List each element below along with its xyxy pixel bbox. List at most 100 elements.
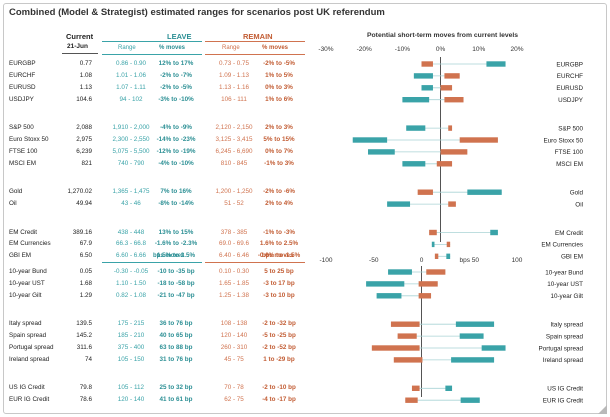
current-value: 1.29 [79, 291, 92, 299]
current-value: 1.13 [79, 83, 92, 91]
remain-bar [390, 321, 420, 327]
current-value: 49.94 [76, 200, 92, 208]
leave-moves: 12% to 17% [158, 60, 194, 67]
row-label: Euro Stoxx 50 [9, 136, 49, 143]
current-value: 145.2 [76, 332, 92, 340]
leave-range: 120 - 140 [117, 396, 145, 404]
remain-range: 1,200 - 1,250 [215, 188, 253, 196]
remain-range: 260 - 310 [220, 344, 248, 351]
remain-bar [397, 333, 417, 339]
current-value: 79.8 [79, 384, 92, 392]
chart-row-label: Gold [570, 190, 584, 197]
leave-bar [352, 137, 388, 143]
remain-range: 108 - 138 [220, 320, 248, 328]
leave-moves: -4% to -9% [160, 124, 192, 132]
axis-tick-label: 0 [420, 257, 424, 264]
current-value: 6.50 [79, 252, 92, 260]
remain-bar [444, 73, 460, 79]
chart-title: Potential short-term moves from current … [367, 32, 519, 39]
current-value: 821 [81, 159, 92, 167]
chart-row-label: 10-year Bund [545, 269, 583, 276]
leave-range: 1.07 - 1.11 [116, 83, 146, 91]
row-label: Portugal spread [9, 344, 54, 351]
current-header: Current [66, 32, 94, 41]
row-label: 10-year Bund [9, 268, 47, 275]
row-label: FTSE 100 [9, 147, 38, 155]
remain-bps-header: bps moves [262, 253, 294, 259]
row-label: Spain spread [9, 332, 47, 340]
leave-moves: 13% to 15% [158, 228, 194, 236]
remain-range: 2,120 - 2,150 [215, 124, 253, 132]
axis-tick-label: -100 [319, 257, 332, 264]
current-value: 2,975 [76, 136, 92, 143]
current-value: 1,270.02 [67, 188, 92, 196]
leave-range: 66.3 - 66.8 [115, 240, 147, 248]
chart-row-label: US IG Credit [547, 386, 583, 393]
remain-bar [448, 201, 456, 207]
chart-row-label: 10-year Gilt [550, 293, 583, 300]
leave-range: 1.01 - 1.06 [115, 71, 147, 79]
leave-moves: 7% to 16% [160, 188, 192, 196]
leave-moves: -14% to -23% [156, 136, 196, 143]
chart-row-label: EURCHF [557, 73, 583, 80]
remain-bar [417, 189, 433, 195]
leave-range: -0.30 - -0.05 [113, 268, 149, 275]
row-label: MSCI EM [9, 159, 36, 167]
remain-range: 6.40 - 6.46 [218, 252, 250, 260]
remain-range: 0.73 - 0.75 [218, 60, 250, 67]
remain-bar [429, 229, 437, 236]
resize-corner-icon [598, 405, 607, 414]
remain-moves: 1% to 5% [265, 71, 293, 79]
leave-bar [446, 253, 451, 259]
leave-bar [402, 161, 426, 167]
leave-range-header: Range [118, 45, 136, 51]
row-label: Gold [9, 188, 23, 196]
remain-range: 106 - 111 [221, 95, 247, 103]
remain-moves: 1.6% to 2.5% [259, 240, 299, 248]
leave-moves: 36 to 76 bp [159, 320, 193, 328]
remain-moves: -4 to -17 bp [262, 396, 296, 404]
chart-row-label: EUR IG Credit [543, 398, 583, 405]
leave-moves-header: % moves [159, 45, 186, 51]
leave-range: 438 - 448 [117, 228, 145, 236]
chart-row-label: EM Credit [555, 230, 583, 237]
chart-row-label: Oil [575, 201, 583, 208]
remain-bar [418, 281, 438, 287]
current-value: 0.77 [79, 60, 92, 67]
row-label: EUR IG Credit [9, 396, 50, 404]
remain-moves: 5% to 15% [263, 136, 295, 143]
leave-bar [376, 293, 402, 299]
leave-bar [388, 269, 412, 275]
chart-row-label: USDJPY [558, 97, 584, 104]
remain-bar [411, 385, 420, 391]
leave-range: 185 - 210 [117, 332, 145, 340]
remain-moves: -2 to -10 bp [262, 384, 296, 392]
leave-bar [490, 229, 498, 236]
leave-moves: 31 to 76 bp [159, 355, 193, 363]
remain-range: 810 - 845 [220, 159, 248, 167]
remain-bar [421, 61, 433, 67]
leave-moves: 40 to 65 bp [159, 332, 193, 340]
date-header: 21-Jun [67, 43, 88, 50]
leave-range: 1.10 - 1.50 [115, 279, 147, 287]
leave-moves: 63 to 88 bp [159, 344, 193, 351]
remain-moves: 0% to 7% [265, 147, 293, 155]
remain-bar [440, 149, 468, 155]
axis-tick-label: -50 [369, 257, 379, 264]
remain-range: 51 - 52 [224, 200, 244, 208]
row-label: US IG Credit [9, 384, 45, 392]
row-label: USDJPY [9, 95, 34, 103]
remain-bar [418, 293, 432, 299]
remain-moves: -2% to -5% [263, 60, 295, 67]
remain-bar [448, 125, 453, 131]
row-label: EURGBP [9, 60, 36, 67]
current-value: 67.9 [79, 240, 92, 248]
leave-moves: -3% to -10% [158, 95, 194, 103]
leave-bar [445, 385, 453, 391]
current-value: 311.6 [76, 344, 92, 351]
current-value: 6,239 [76, 147, 92, 155]
leave-bar [402, 97, 430, 103]
row-label: Ireland spread [9, 355, 50, 363]
chart-row-label: EM Currencies [541, 242, 583, 249]
